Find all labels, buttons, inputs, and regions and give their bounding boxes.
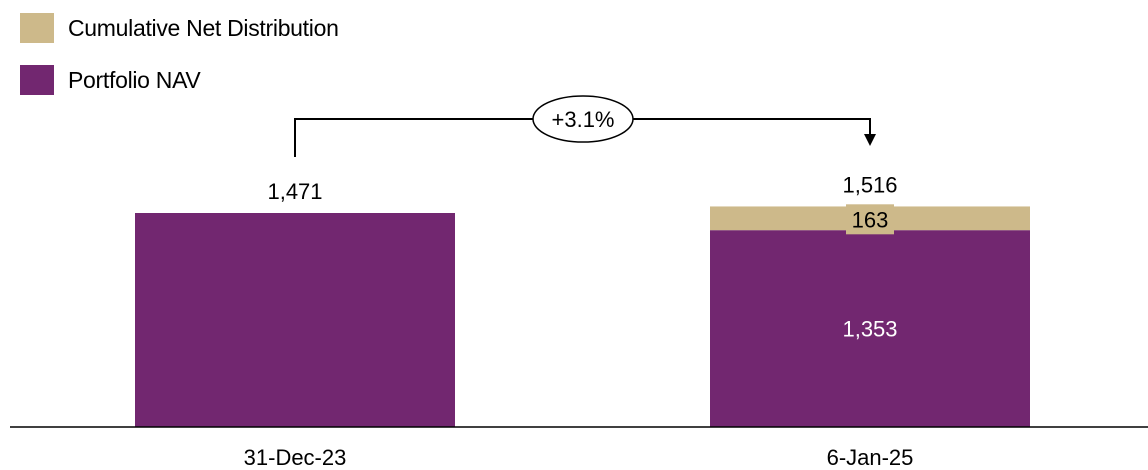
bar-portfolio-nav-6-jan-25 bbox=[710, 230, 1030, 427]
legend-swatch-portfolio-nav bbox=[20, 65, 54, 95]
segment-label-portfolio-nav: 1,353 bbox=[842, 317, 897, 342]
legend-item-cumulative-net-distribution: Cumulative Net Distribution bbox=[20, 13, 339, 43]
growth-arrow-head bbox=[864, 134, 876, 146]
bar-portfolio-nav-31-dec-23 bbox=[135, 213, 455, 427]
legend-swatch-cumulative-net-distribution bbox=[20, 13, 54, 43]
growth-callout-label: +3.1% bbox=[552, 107, 615, 132]
legend-label-cumulative-net-distribution: Cumulative Net Distribution bbox=[68, 15, 339, 41]
x-tick-label-6-jan-25: 6-Jan-25 bbox=[827, 445, 914, 470]
legend-label-portfolio-nav: Portfolio NAV bbox=[68, 67, 201, 93]
total-label-6-jan-25: 1,516 bbox=[842, 172, 897, 197]
total-label-31-dec-23: 1,471 bbox=[267, 179, 322, 204]
x-tick-label-31-dec-23: 31-Dec-23 bbox=[244, 445, 347, 470]
segment-label-cumulative-net-distribution: 163 bbox=[852, 207, 889, 232]
legend-item-portfolio-nav: Portfolio NAV bbox=[20, 65, 201, 95]
segment-label-bg-cumulative-net-distribution bbox=[846, 204, 894, 235]
growth-callout-ellipse bbox=[532, 95, 634, 143]
